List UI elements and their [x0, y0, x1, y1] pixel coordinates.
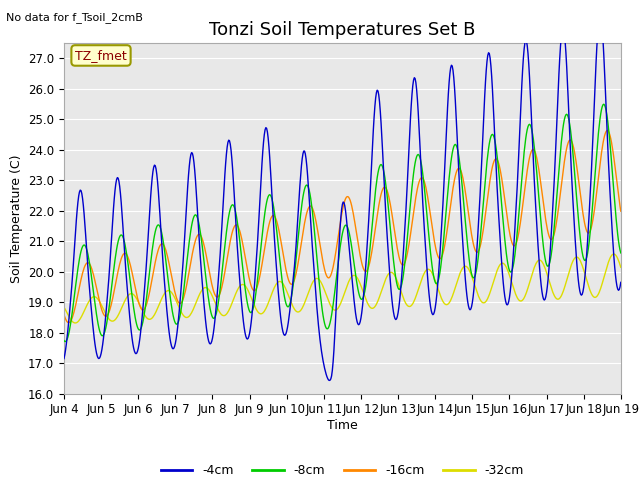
Text: TZ_fmet: TZ_fmet: [75, 49, 127, 62]
Title: Tonzi Soil Temperatures Set B: Tonzi Soil Temperatures Set B: [209, 21, 476, 39]
Y-axis label: Soil Temperature (C): Soil Temperature (C): [10, 154, 22, 283]
Text: No data for f_Tsoil_2cmB: No data for f_Tsoil_2cmB: [6, 12, 143, 23]
X-axis label: Time: Time: [327, 419, 358, 432]
Legend: -4cm, -8cm, -16cm, -32cm: -4cm, -8cm, -16cm, -32cm: [156, 459, 529, 480]
